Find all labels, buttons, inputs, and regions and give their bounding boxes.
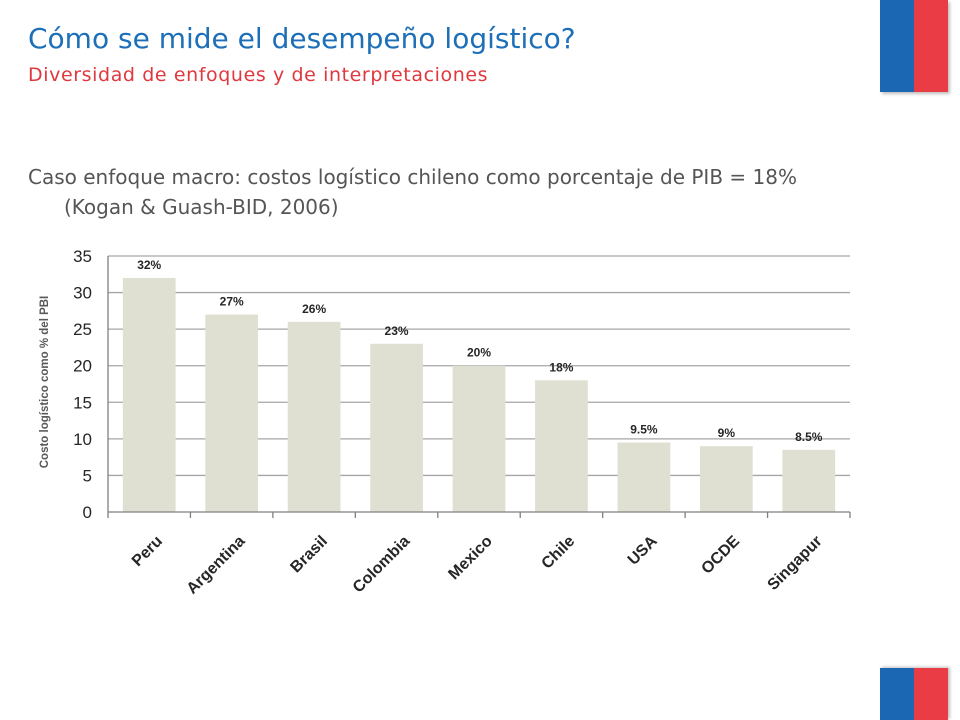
y-tick-label: 30 (73, 284, 92, 303)
y-tick-label: 35 (73, 247, 92, 266)
y-tick-label: 25 (73, 320, 92, 339)
flag-blue-stripe (880, 0, 914, 92)
bar-brasil (287, 321, 341, 512)
data-label-mexico: 20% (467, 346, 491, 360)
bar-colombia (370, 343, 423, 512)
x-tick-label-colombia: Colombia (350, 533, 414, 597)
flag-red-stripe (914, 668, 948, 720)
x-tick-label-singapur: Singapur (765, 533, 826, 594)
y-tick-label: 10 (73, 430, 92, 449)
x-tick-label-brasil: Brasil (287, 533, 330, 576)
flag-blue-stripe (880, 668, 914, 720)
data-label-brasil: 26% (302, 302, 326, 316)
x-tick-label-ocde: OCDE (698, 533, 743, 578)
bullet-text: Caso enfoque macro: costos logístico chi… (28, 165, 797, 219)
y-tick-label: 20 (73, 357, 92, 376)
x-tick-label-chile: Chile (539, 533, 579, 573)
data-label-ocde: 9% (718, 426, 736, 440)
y-axis-label: Costo logístico como % del PBI (39, 296, 51, 469)
y-tick-label: 15 (73, 393, 92, 412)
bar-peru (122, 277, 176, 512)
bar-mexico (452, 365, 506, 512)
y-tick-label: 0 (83, 503, 92, 522)
x-tick-label-peru: Peru (129, 533, 166, 570)
data-labels: 32% 27% 26% 23% 20% 18% 9.5% 9% 8.5% (137, 258, 823, 444)
y-tick-label: 5 (83, 466, 92, 485)
bar-usa (617, 442, 671, 512)
slide-title: Cómo se mide el desempeño logístico? (28, 22, 576, 55)
data-label-usa: 9.5% (630, 423, 658, 437)
bar-chart: 32% 27% 26% 23% 20% 18% 9.5% 9% 8.5% 0 5 10 15 20 25 3… (39, 247, 851, 598)
x-tick-label-usa: USA (625, 532, 661, 568)
x-tick-label-mexico: Mexico (445, 533, 496, 584)
data-label-singapur: 8.5% (795, 430, 823, 444)
bar-chile (535, 380, 588, 512)
data-label-chile: 18% (549, 360, 573, 374)
data-label-peru: 32% (137, 258, 161, 272)
chile-flag-logo-bottom (880, 668, 948, 720)
bars (122, 277, 836, 512)
x-tick-label-argentina: Argentina (184, 533, 249, 598)
flag-red-stripe (914, 0, 948, 92)
chile-flag-logo-top (880, 0, 948, 92)
bar-singapur (782, 449, 836, 512)
bar-ocde (699, 446, 753, 512)
data-label-argentina: 27% (220, 295, 244, 309)
slide-subtitle: Diversidad de enfoques y de interpretaci… (28, 64, 489, 86)
data-label-colombia: 23% (385, 324, 409, 338)
bar-argentina (205, 314, 259, 512)
